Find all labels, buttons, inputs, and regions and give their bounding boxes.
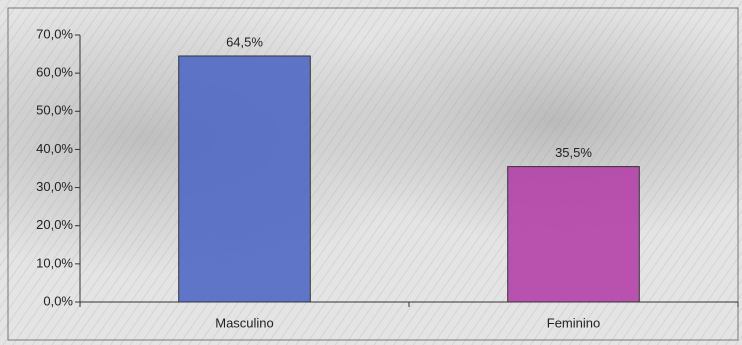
chart-frame — [7, 7, 739, 341]
x-tick-label: Masculino — [215, 315, 274, 330]
value-label: 35,5% — [555, 145, 592, 160]
y-tick-label: 70,0% — [36, 26, 73, 41]
y-tick-label: 60,0% — [36, 65, 73, 80]
bar — [178, 55, 311, 303]
y-tick-label: 50,0% — [36, 103, 73, 118]
y-tick-label: 30,0% — [36, 179, 73, 194]
y-tick-label: 40,0% — [36, 141, 73, 156]
y-tick-label: 20,0% — [36, 217, 73, 232]
y-tick-label: 0,0% — [43, 293, 73, 308]
value-label: 64,5% — [226, 34, 263, 49]
y-tick-label: 10,0% — [36, 255, 73, 270]
x-tick-label: Feminino — [547, 315, 600, 330]
plot-area: 0,0% 10,0% 20,0% 30,0% 40,0% 50,0% 60,0% 70,0% M… — [36, 26, 739, 330]
bar — [507, 166, 640, 303]
